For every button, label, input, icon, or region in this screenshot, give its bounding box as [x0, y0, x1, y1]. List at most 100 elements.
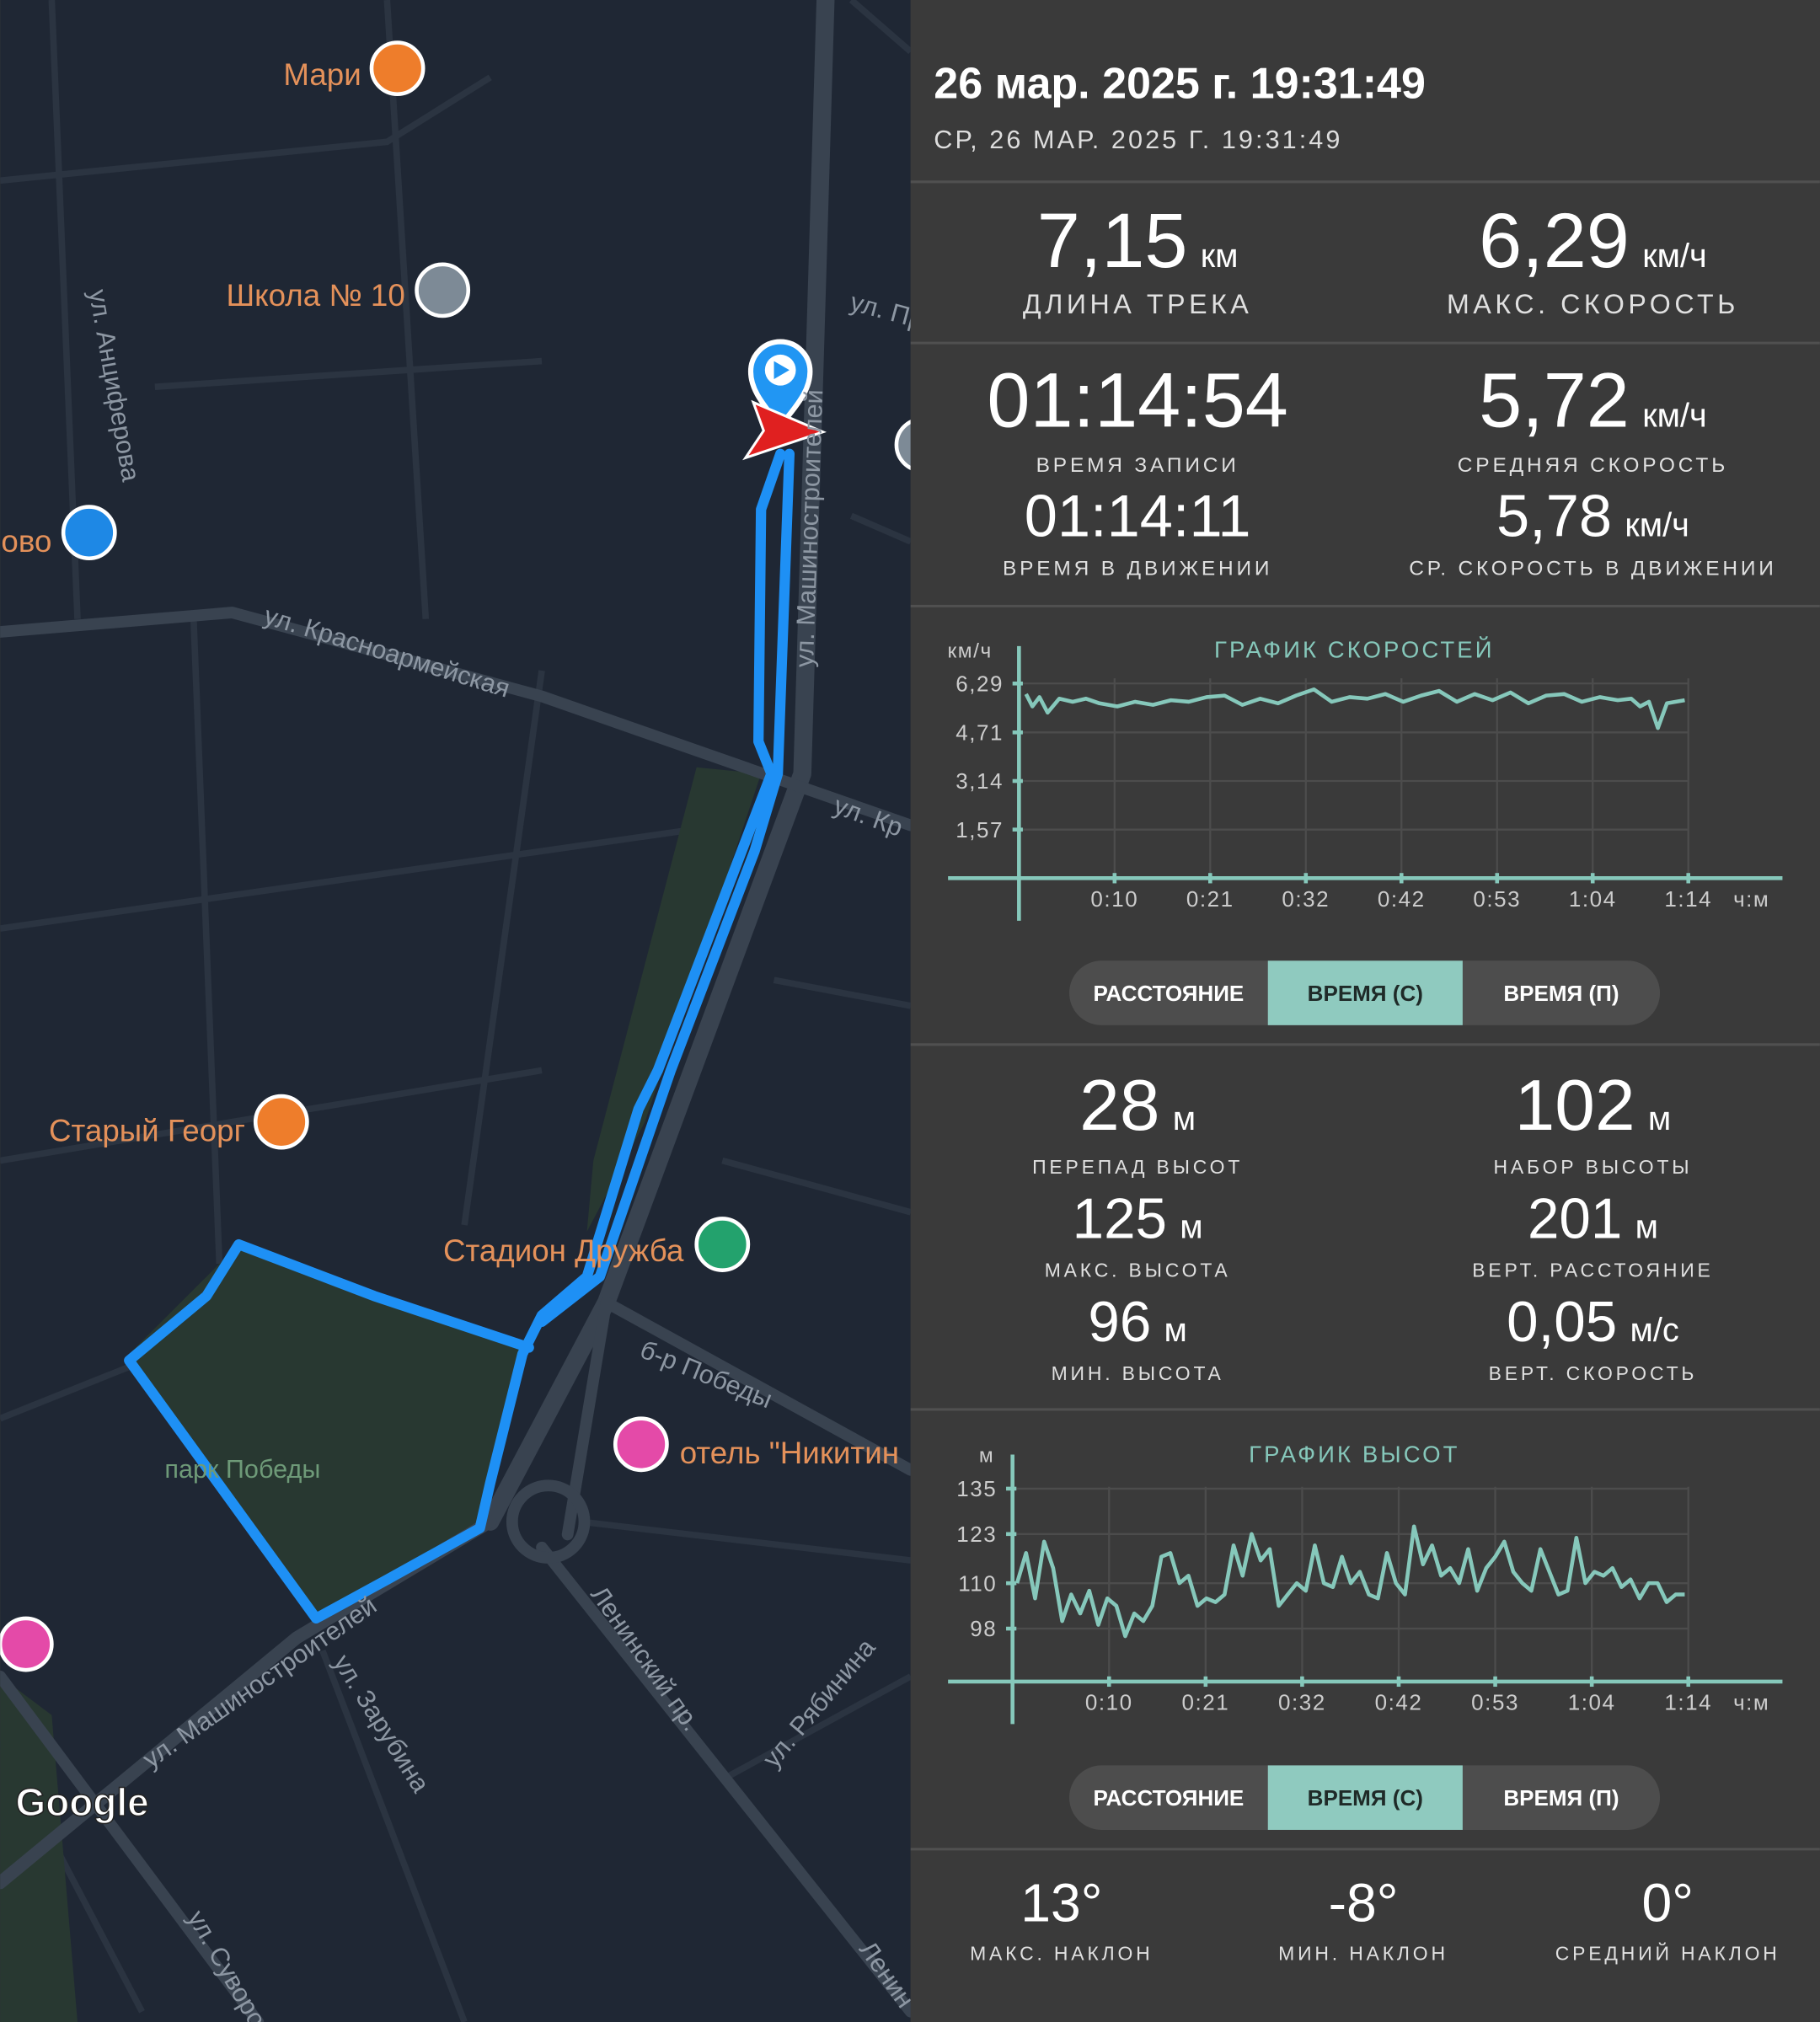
stat-unit: м/с [1630, 1312, 1678, 1349]
stat-number: 01:14:54 [987, 358, 1287, 444]
stat-value: 201 м [1528, 1187, 1658, 1250]
map[interactable]: Мари Школа № 10 ул. Анциферова ово ул. К… [0, 0, 948, 2022]
stat-label: ВРЕМЯ ЗАПИСИ [1036, 454, 1239, 477]
start-pin[interactable] [747, 339, 813, 430]
tab-selected [1267, 1765, 1463, 1830]
stat-number: -8° [1329, 1873, 1399, 1934]
x-tick-label: 0:42 [1378, 886, 1426, 912]
stat-label: ДЛИНА ТРЕКА [1023, 289, 1253, 319]
stat-number: 6,29 [1479, 198, 1630, 284]
tab-selected [1267, 960, 1463, 1025]
y-tick-label: 110 [958, 1570, 997, 1596]
separators [910, 180, 1820, 1851]
stat-label: МАКС. НАКЛОН [970, 1943, 1153, 1965]
map-label: Стадион Дружба [443, 1233, 684, 1268]
x-tick-label: 0:42 [1375, 1690, 1423, 1715]
stat-number: 201 [1528, 1187, 1622, 1250]
stat-number: 125 [1073, 1187, 1167, 1250]
stat-label: ВЕРТ. СКОРОСТЬ [1489, 1362, 1698, 1384]
x-tick-label: 0:53 [1473, 886, 1521, 912]
stat-unit: км/ч [1642, 238, 1707, 275]
stat-unit: км/ч [1625, 507, 1689, 544]
stat-number: 28 [1079, 1065, 1159, 1146]
stat-label: СР. СКОРОСТЬ В ДВИЖЕНИИ [1409, 558, 1776, 580]
tab-label[interactable]: РАССТОЯНИЕ [1093, 981, 1244, 1006]
tab-label[interactable]: ВРЕМЯ (С) [1308, 1785, 1423, 1811]
stat-number: 0° [1642, 1873, 1694, 1934]
header-subtitle: СР, 26 МАР. 2025 Г. 19:31:49 [934, 126, 1342, 154]
y-tick-label: 3,14 [956, 768, 1004, 794]
stat-value: 0° [1642, 1873, 1694, 1934]
data-line [1014, 1524, 1685, 1639]
map-label: отель "Никитин [680, 1436, 899, 1470]
map-label: парк Победы [164, 1455, 320, 1484]
tab-label[interactable]: РАССТОЯНИЕ [1093, 1785, 1244, 1811]
chart-title: ГРАФИК СКОРОСТЕЙ [1214, 637, 1495, 663]
stat-label: СРЕДНЯЯ СКОРОСТЬ [1458, 454, 1728, 477]
y-tick-label: 135 [956, 1476, 997, 1501]
stat-value: 5,72 км/ч [1479, 358, 1707, 444]
stat-label: МАКС. СКОРОСТЬ [1447, 289, 1739, 319]
x-tick-label: 0:32 [1282, 886, 1330, 912]
end-marker[interactable] [742, 399, 827, 461]
map-attribution: Google [16, 1780, 149, 1824]
tab-label[interactable]: ВРЕМЯ (С) [1308, 981, 1423, 1006]
stat-label: ПЕРЕПАД ВЫСОТ [1032, 1156, 1243, 1178]
y-axis-label: км/ч [948, 640, 993, 663]
map-label: Школа № 10 [227, 278, 405, 313]
stat-number: 5,78 [1496, 483, 1612, 549]
map-label: Мари [283, 57, 361, 92]
stat-label: НАБОР ВЫСОТЫ [1493, 1156, 1692, 1178]
stat-unit: м [1180, 1208, 1202, 1245]
map-label: ово [1, 524, 51, 559]
stat-value: 102 м [1515, 1065, 1672, 1146]
stat-value: 6,29 км/ч [1479, 198, 1707, 284]
x-tick-label: 1:04 [1569, 886, 1617, 912]
stat-value: 125 м [1073, 1187, 1203, 1250]
stat-value: 13° [1020, 1873, 1102, 1934]
x-tick-label: 0:21 [1181, 1690, 1229, 1715]
track [124, 448, 795, 1624]
poi-pins[interactable] [0, 40, 948, 1672]
x-tick-label: 0:10 [1085, 1690, 1133, 1715]
y-tick-label: 4,71 [956, 720, 1004, 746]
y-tick-label: 1,57 [956, 817, 1004, 842]
stat-number: 96 [1088, 1291, 1151, 1354]
stat-label: МИН. ВЫСОТА [1052, 1362, 1224, 1384]
stat-number: 0,05 [1507, 1291, 1617, 1354]
stat-unit: м [1164, 1312, 1187, 1349]
stat-value: 28 м [1079, 1065, 1196, 1146]
x-axis-label: ч:м [1733, 1690, 1769, 1715]
stat-number: 01:14:11 [1025, 483, 1251, 549]
y-tick-label: 123 [956, 1522, 997, 1547]
stat-number: 7,15 [1037, 198, 1188, 284]
stat-value: 5,78 км/ч [1496, 483, 1689, 549]
y-tick-label: 6,29 [956, 671, 1004, 696]
stat-unit: м [1635, 1208, 1658, 1245]
tab-label[interactable]: ВРЕМЯ (П) [1503, 1785, 1619, 1811]
stat-unit: м [1648, 1100, 1671, 1137]
x-tick-label: 1:04 [1568, 1690, 1616, 1715]
stat-unit: м [1173, 1100, 1196, 1137]
x-tick-label: 0:53 [1471, 1690, 1519, 1715]
stat-number: 5,72 [1479, 358, 1630, 444]
stat-label: СРЕДНИЙ НАКЛОН [1555, 1943, 1780, 1965]
y-axis-label: м [979, 1445, 994, 1468]
stat-value: -8° [1329, 1873, 1399, 1934]
tab-label[interactable]: ВРЕМЯ (П) [1503, 981, 1619, 1006]
stat-number: 102 [1515, 1065, 1635, 1146]
x-tick-label: 0:32 [1278, 1690, 1326, 1715]
stat-unit: км/ч [1642, 398, 1707, 435]
x-tick-label: 0:10 [1090, 886, 1138, 912]
data-line [1024, 687, 1685, 730]
x-axis-label: ч:м [1733, 886, 1769, 912]
chart-title: ГРАФИК ВЫСОТ [1249, 1442, 1459, 1468]
stat-label: ВЕРТ. РАССТОЯНИЕ [1472, 1259, 1713, 1281]
stat-label: МИН. НАКЛОН [1278, 1943, 1448, 1965]
header-title: 26 мар. 2025 г. 19:31:49 [934, 59, 1426, 108]
stat-label: МАКС. ВЫСОТА [1045, 1259, 1231, 1281]
stat-value: 96 м [1088, 1291, 1187, 1354]
x-tick-label: 1:14 [1664, 1690, 1712, 1715]
map-label: Старый Георг [49, 1114, 245, 1148]
